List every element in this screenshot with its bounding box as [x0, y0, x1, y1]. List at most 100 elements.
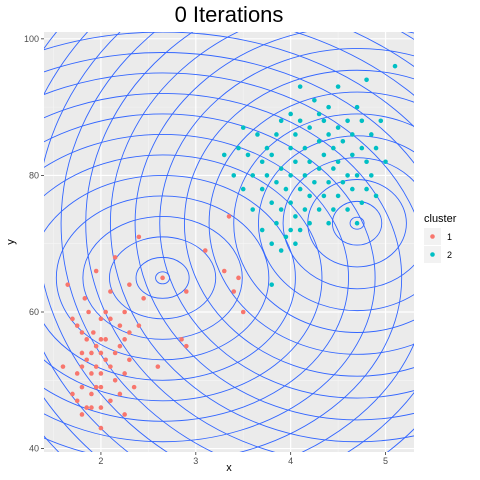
data-point-cluster-1	[93, 364, 99, 369]
data-point-cluster-2	[293, 214, 298, 219]
data-point-cluster-1	[112, 377, 118, 383]
data-point-cluster-1	[108, 316, 113, 322]
data-point-cluster-2	[307, 159, 312, 165]
data-point-cluster-1	[60, 364, 66, 369]
data-point-cluster-1	[117, 391, 123, 397]
data-point-cluster-2	[331, 145, 336, 151]
data-point-cluster-2	[297, 227, 303, 233]
data-point-cluster-2	[288, 111, 293, 117]
data-point-cluster-1	[117, 323, 123, 328]
data-point-cluster-1	[65, 282, 71, 287]
data-point-cluster-1	[70, 316, 75, 322]
data-point-cluster-2	[293, 241, 298, 247]
data-point-cluster-1	[89, 405, 94, 410]
x-axis-title: x	[226, 462, 232, 474]
data-point-cluster-2	[236, 145, 241, 151]
data-point-cluster-2	[326, 104, 331, 110]
contour-ring	[282, 157, 414, 290]
data-point-cluster-1	[122, 337, 127, 342]
data-point-cluster-1	[98, 425, 104, 431]
data-point-cluster-1	[112, 350, 118, 356]
data-point-cluster-2	[250, 207, 256, 212]
data-point-cluster-1	[98, 371, 104, 376]
data-point-cluster-2	[369, 173, 374, 178]
data-point-cluster-2	[240, 125, 246, 130]
data-point-cluster-2	[269, 282, 274, 287]
data-point-cluster-1	[86, 309, 91, 315]
contour-ring	[82, 215, 243, 340]
data-point-cluster-2	[335, 159, 341, 165]
data-point-cluster-1	[127, 357, 132, 363]
data-point-cluster-1	[202, 248, 208, 253]
contour-ring	[257, 135, 414, 312]
data-point-cluster-1	[136, 234, 142, 240]
data-point-cluster-2	[350, 132, 355, 137]
data-point-cluster-2	[240, 186, 246, 192]
data-point-cluster-1	[108, 398, 113, 404]
data-point-cluster-2	[312, 97, 317, 103]
data-point-cluster-2	[316, 166, 322, 171]
contour-ring	[44, 174, 296, 381]
data-point-cluster-2	[264, 145, 270, 151]
data-point-cluster-2	[331, 166, 336, 171]
data-point-cluster-2	[331, 207, 336, 212]
data-point-cluster-2	[316, 207, 322, 212]
data-point-cluster-2	[359, 145, 365, 151]
legend-key-1	[430, 234, 435, 239]
x-tick-label: 5	[383, 456, 388, 466]
data-point-cluster-1	[91, 330, 96, 335]
data-point-cluster-2	[278, 207, 284, 212]
data-point-cluster-2	[335, 125, 341, 130]
data-point-cluster-1	[236, 275, 241, 281]
contour-ring	[233, 113, 414, 333]
data-point-cluster-2	[354, 173, 360, 178]
cluster-center-2	[354, 220, 360, 226]
data-point-cluster-1	[155, 364, 161, 369]
data-point-cluster-1	[79, 330, 85, 335]
data-point-cluster-2	[335, 193, 341, 199]
legend: cluster 12	[424, 213, 457, 263]
data-point-cluster-1	[89, 350, 94, 356]
data-point-cluster-2	[392, 63, 398, 69]
data-point-cluster-2	[250, 173, 256, 178]
legend-label-1: 1	[447, 232, 452, 242]
data-point-cluster-2	[321, 152, 327, 158]
data-point-cluster-2	[288, 173, 293, 178]
data-point-cluster-2	[293, 132, 298, 137]
y-tick-label: 60	[29, 307, 39, 317]
data-point-cluster-1	[93, 343, 99, 349]
data-point-cluster-2	[312, 179, 317, 185]
contour-ring	[44, 113, 376, 443]
data-point-cluster-2	[269, 200, 274, 206]
data-point-cluster-2	[302, 207, 308, 212]
data-point-cluster-1	[117, 343, 123, 349]
data-point-cluster-2	[321, 118, 327, 124]
data-point-cluster-1	[79, 364, 85, 369]
contour-ring	[44, 154, 323, 402]
data-point-cluster-1	[103, 357, 108, 363]
x-tick-label: 2	[98, 456, 103, 466]
data-point-cluster-2	[293, 159, 298, 165]
data-point-cluster-1	[136, 323, 142, 328]
y-tick-label: 80	[29, 170, 39, 180]
contour-ring	[60, 32, 214, 452]
data-point-cluster-2	[350, 152, 355, 158]
data-point-cluster-2	[264, 173, 270, 178]
data-point-cluster-1	[82, 296, 88, 301]
x-tick-label: 4	[288, 456, 293, 466]
data-point-cluster-2	[307, 220, 312, 226]
data-point-cluster-2	[373, 193, 379, 199]
data-point-cluster-1	[131, 384, 137, 390]
data-point-cluster-2	[297, 118, 303, 124]
data-point-cluster-2	[326, 132, 331, 137]
data-point-cluster-1	[112, 255, 118, 260]
data-point-cluster-1	[127, 282, 132, 287]
data-point-cluster-2	[274, 132, 279, 137]
contour-ring	[159, 47, 414, 399]
x-tick-label: 3	[193, 456, 198, 466]
contour-ring	[44, 52, 414, 452]
data-point-cluster-2	[354, 104, 360, 110]
data-point-cluster-2	[321, 193, 327, 199]
data-point-cluster-1	[74, 323, 80, 328]
